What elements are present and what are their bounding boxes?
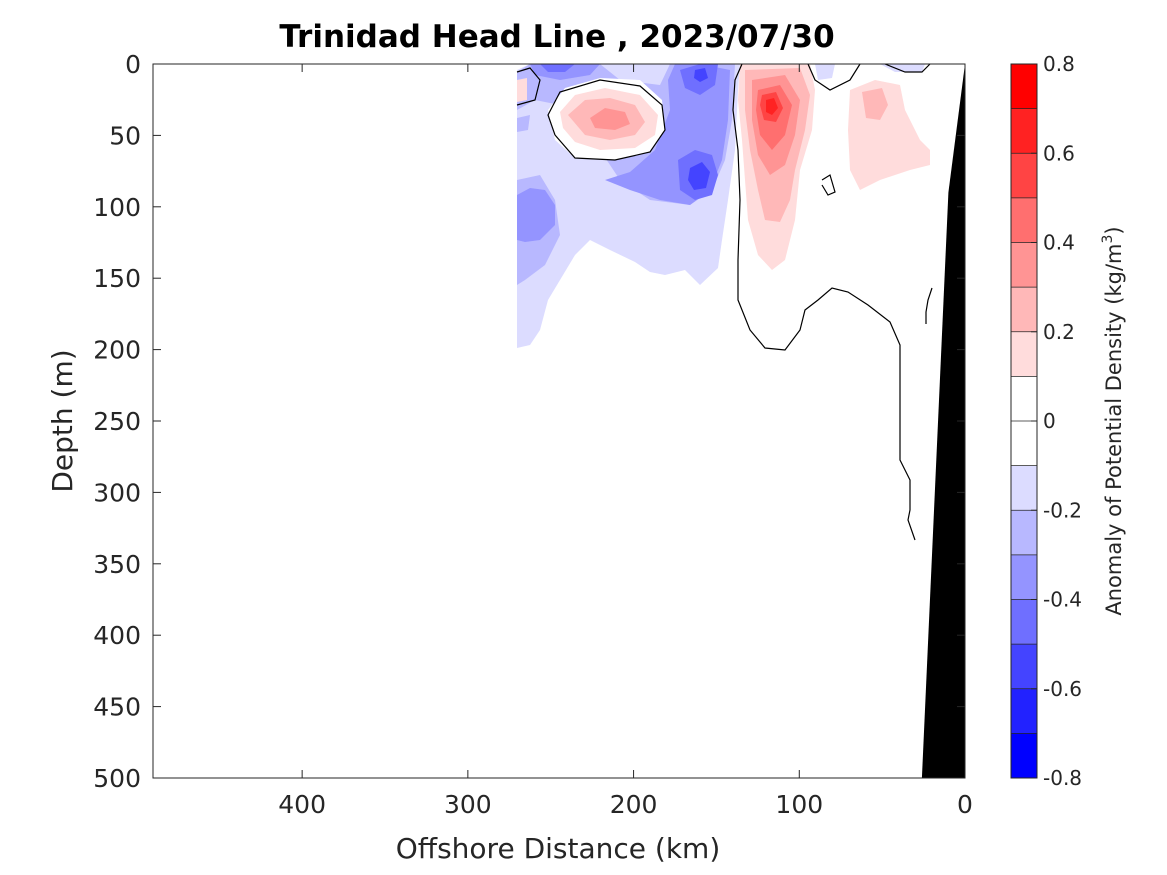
x-tick-label: 0 bbox=[957, 790, 973, 819]
colorbar-swatch bbox=[1011, 153, 1037, 198]
y-tick-label: 50 bbox=[109, 121, 141, 150]
colorbar-tick-label: -0.4 bbox=[1043, 588, 1082, 612]
y-axis: 0 50 100 150 200 250 300 350 400 450 500 bbox=[93, 50, 965, 793]
colorbar-swatch bbox=[1011, 554, 1037, 600]
colorbar-swatch bbox=[1011, 376, 1037, 421]
anomaly-region-negative bbox=[688, 68, 710, 190]
colorbar-swatch bbox=[1011, 197, 1037, 243]
y-tick-label: 200 bbox=[93, 336, 141, 365]
anomaly-region-positive bbox=[862, 88, 888, 120]
colorbar-swatch bbox=[1011, 64, 1037, 109]
colorbar-swatch bbox=[1011, 510, 1037, 555]
colorbar-tick-label: 0.8 bbox=[1043, 52, 1075, 76]
colorbar-tick-label: 0.2 bbox=[1043, 320, 1075, 344]
x-tick-label: 400 bbox=[278, 790, 326, 819]
anomaly-region-positive bbox=[590, 108, 630, 130]
anomaly-region-negative bbox=[517, 115, 530, 132]
colorbar-label-text: Anomaly of Potential Density (kg/m bbox=[1102, 244, 1126, 616]
colorbar-label: Anomaly of Potential Density (kg/m3) bbox=[1100, 226, 1126, 615]
zero-contour-line bbox=[925, 287, 933, 324]
y-tick-label: 100 bbox=[93, 193, 141, 222]
colorbar-swatch bbox=[1011, 242, 1037, 288]
bottom-topography bbox=[921, 64, 965, 778]
colorbar-swatch bbox=[1011, 733, 1037, 778]
y-tick-label: 350 bbox=[93, 550, 141, 579]
colorbar-swatch bbox=[1011, 108, 1037, 154]
zero-contour-line bbox=[821, 174, 836, 196]
y-tick-label: 300 bbox=[93, 478, 141, 507]
zero-contour-line bbox=[884, 63, 931, 73]
y-tick-label: 450 bbox=[93, 693, 141, 722]
zero-contour-line bbox=[807, 63, 861, 91]
x-axis-label: Offshore Distance (km) bbox=[396, 832, 721, 865]
colorbar: 0.8 0.6 0.4 0.2 0 -0.2 -0.4 -0.6 -0.8 bbox=[1010, 52, 1082, 790]
colorbar-tick-label: 0.4 bbox=[1043, 231, 1075, 255]
x-tick-label: 200 bbox=[610, 790, 658, 819]
anomaly-region-negative bbox=[517, 64, 730, 242]
y-axis-label: Depth (m) bbox=[46, 349, 79, 492]
anomaly-region-positive bbox=[766, 98, 778, 115]
colorbar-tick-label: 0 bbox=[1043, 409, 1056, 433]
colorbar-swatch bbox=[1011, 688, 1037, 734]
colorbar-swatch bbox=[1011, 421, 1037, 466]
zero-contour-line bbox=[516, 67, 541, 106]
colorbar-tick-label: -0.6 bbox=[1043, 677, 1082, 701]
colorbar-label-suffix: ) bbox=[1102, 226, 1126, 234]
y-tick-label: 400 bbox=[93, 621, 141, 650]
y-tick-label: 0 bbox=[125, 50, 141, 79]
colorbar-swatch bbox=[1011, 331, 1037, 377]
zero-contours bbox=[516, 63, 933, 541]
y-tick-label: 250 bbox=[93, 407, 141, 436]
colorbar-tick-label: 0.6 bbox=[1043, 141, 1075, 165]
anomaly-region-positive bbox=[517, 78, 527, 102]
x-axis: 400 300 200 100 0 bbox=[278, 64, 973, 819]
anomaly-region-negative bbox=[815, 64, 925, 80]
y-tick-label: 500 bbox=[93, 764, 141, 793]
colorbar-swatch bbox=[1011, 465, 1037, 511]
colorbar-tick-label: -0.8 bbox=[1043, 766, 1082, 790]
zero-contour-line bbox=[547, 79, 666, 161]
anomaly-contours bbox=[516, 63, 933, 541]
zero-contour-line bbox=[732, 63, 916, 541]
x-tick-label: 300 bbox=[444, 790, 492, 819]
colorbar-swatch bbox=[1011, 599, 1037, 645]
colorbar-tick-label: -0.2 bbox=[1043, 498, 1082, 522]
colorbar-swatch bbox=[1011, 644, 1037, 689]
colorbar-label-superscript: 3 bbox=[1100, 235, 1116, 244]
colorbar-swatch bbox=[1011, 287, 1037, 332]
y-tick-label: 150 bbox=[93, 264, 141, 293]
x-tick-label: 100 bbox=[775, 790, 823, 819]
plot-area: 400 300 200 100 0 0 50 100 150 200 250 300 350 400 45… bbox=[93, 50, 973, 819]
chart-title: Trinidad Head Line , 2023/07/30 bbox=[279, 19, 834, 55]
